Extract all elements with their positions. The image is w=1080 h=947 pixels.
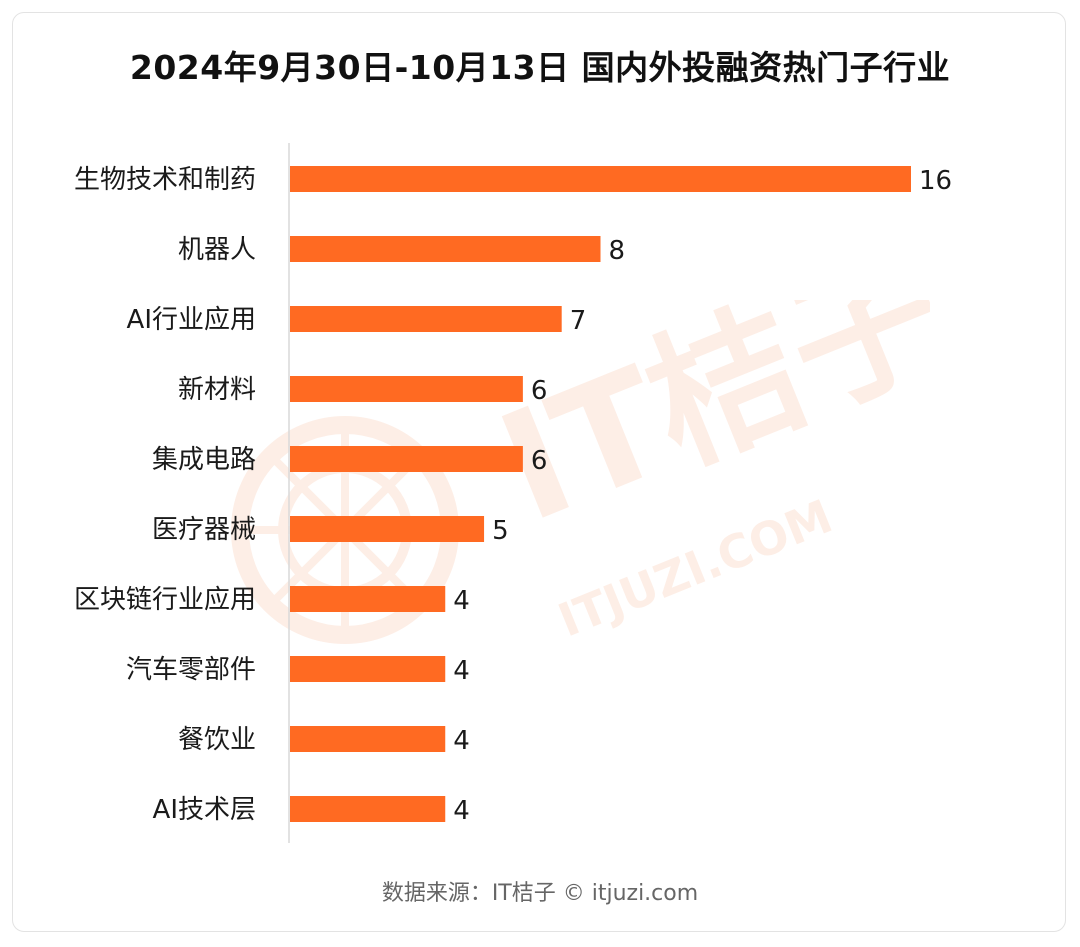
category-label: 集成电路 [152, 445, 256, 475]
category-label: 机器人 [178, 235, 256, 265]
value-label: 7 [570, 306, 587, 336]
bar [290, 516, 485, 542]
value-label: 8 [609, 236, 626, 266]
bar [290, 446, 523, 472]
value-label: 5 [492, 516, 509, 546]
category-label: 医疗器械 [152, 515, 256, 545]
chart-card [12, 12, 1066, 932]
value-label: 6 [531, 376, 548, 406]
value-label: 16 [919, 166, 952, 196]
category-label: 区块链行业应用 [74, 585, 256, 615]
bar [290, 726, 446, 752]
bar [290, 796, 446, 822]
bar [290, 376, 523, 402]
category-label: AI技术层 [153, 795, 256, 825]
value-label: 6 [531, 446, 548, 476]
value-label: 4 [453, 726, 470, 756]
data-source: 数据来源：IT桔子 © itjuzi.com [381, 881, 699, 906]
category-label: 新材料 [178, 375, 256, 405]
category-label: 汽车零部件 [126, 655, 256, 685]
bar [290, 236, 601, 262]
bar [290, 586, 446, 612]
category-label: 生物技术和制药 [74, 165, 256, 195]
category-label: AI行业应用 [127, 305, 256, 335]
category-label: 餐饮业 [178, 725, 256, 755]
chart-title: 2024年9月30日-10月13日 国内外投融资热门子行业 [129, 48, 951, 87]
value-label: 4 [453, 586, 470, 616]
value-label: 4 [453, 796, 470, 826]
bar [290, 166, 911, 192]
bar [290, 306, 562, 332]
value-label: 4 [453, 656, 470, 686]
bar [290, 656, 446, 682]
